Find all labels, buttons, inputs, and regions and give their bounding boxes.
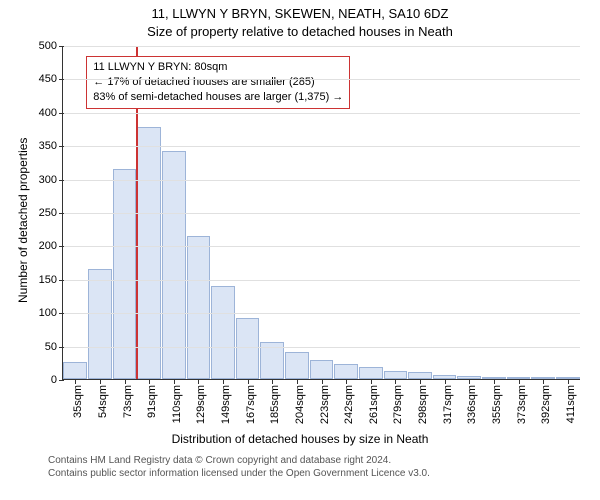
bar [285,352,309,379]
footer-line-2: Contains public sector information licen… [48,467,430,480]
x-tick-label: 149sqm [220,385,232,424]
bar [334,364,358,379]
x-tick-label: 129sqm [195,385,207,424]
x-tick-label: 392sqm [540,385,552,424]
gridline [63,280,580,281]
x-tick-mark [543,379,544,384]
callout-line: 11 LLWYN Y BRYN: 80sqm [93,60,343,75]
x-tick-label: 279sqm [392,385,404,424]
x-tick-label: 91sqm [146,385,158,418]
footer-attribution: Contains HM Land Registry data © Crown c… [48,454,430,480]
x-tick-mark [519,379,520,384]
x-tick-label: 336sqm [466,385,478,424]
x-tick-mark [420,379,421,384]
histogram-chart: 11, LLWYN Y BRYN, SKEWEN, NEATH, SA10 6D… [0,0,600,500]
x-tick-label: 355sqm [491,385,503,424]
bar [236,318,260,379]
x-tick-mark [272,379,273,384]
x-tick-label: 373sqm [516,385,528,424]
x-tick-label: 185sqm [269,385,281,424]
x-tick-label: 411sqm [565,385,577,423]
gridline [63,246,580,247]
x-tick-label: 167sqm [245,385,257,424]
x-tick-mark [174,379,175,384]
callout-box: 11 LLWYN Y BRYN: 80sqm← 17% of detached … [86,56,350,109]
bar [211,286,235,379]
bar [310,360,334,379]
x-tick-label: 54sqm [97,385,109,418]
bar [137,127,161,379]
plot-area: 35sqm54sqm73sqm91sqm110sqm129sqm149sqm16… [62,46,580,380]
y-tick-label: 50 [45,341,63,353]
x-tick-mark [371,379,372,384]
x-tick-mark [568,379,569,384]
x-tick-mark [395,379,396,384]
x-tick-label: 242sqm [343,385,355,424]
bar [359,367,383,379]
x-tick-mark [198,379,199,384]
y-tick-label: 150 [39,274,63,286]
y-axis-label: Number of detached properties [16,138,30,303]
y-tick-label: 200 [39,240,63,252]
x-tick-mark [322,379,323,384]
x-tick-mark [125,379,126,384]
gridline [63,46,580,47]
x-tick-mark [149,379,150,384]
gridline [63,213,580,214]
x-tick-mark [469,379,470,384]
x-tick-label: 261sqm [368,385,380,424]
x-tick-label: 110sqm [171,385,183,423]
x-tick-mark [75,379,76,384]
footer-line-1: Contains HM Land Registry data © Crown c… [48,454,430,467]
y-tick-label: 100 [39,307,63,319]
x-tick-label: 73sqm [122,385,134,418]
gridline [63,180,580,181]
gridline [63,313,580,314]
x-tick-mark [100,379,101,384]
x-axis-label: Distribution of detached houses by size … [0,432,600,446]
x-tick-mark [445,379,446,384]
y-tick-label: 0 [51,374,63,386]
bar [63,362,87,379]
bar [260,342,284,379]
bar [88,269,112,379]
x-tick-mark [248,379,249,384]
bar [384,371,408,379]
y-tick-label: 250 [39,207,63,219]
bar [408,372,432,379]
y-tick-label: 350 [39,140,63,152]
x-tick-label: 204sqm [294,385,306,424]
callout-line: 83% of semi-detached houses are larger (… [93,90,343,105]
x-tick-label: 298sqm [417,385,429,424]
gridline [63,146,580,147]
bar [187,236,211,379]
x-tick-label: 35sqm [72,385,84,418]
x-tick-label: 317sqm [442,385,454,424]
x-tick-mark [494,379,495,384]
x-tick-mark [297,379,298,384]
bar [162,151,186,379]
chart-title-sub: Size of property relative to detached ho… [0,24,600,39]
gridline [63,113,580,114]
x-tick-mark [346,379,347,384]
callout-line: ← 17% of detached houses are smaller (28… [93,75,343,90]
x-tick-mark [223,379,224,384]
y-tick-label: 450 [39,73,63,85]
chart-title-main: 11, LLWYN Y BRYN, SKEWEN, NEATH, SA10 6D… [0,6,600,21]
y-tick-label: 500 [39,40,63,52]
gridline [63,79,580,80]
gridline [63,347,580,348]
x-tick-label: 223sqm [319,385,331,424]
y-tick-label: 400 [39,107,63,119]
y-tick-label: 300 [39,174,63,186]
